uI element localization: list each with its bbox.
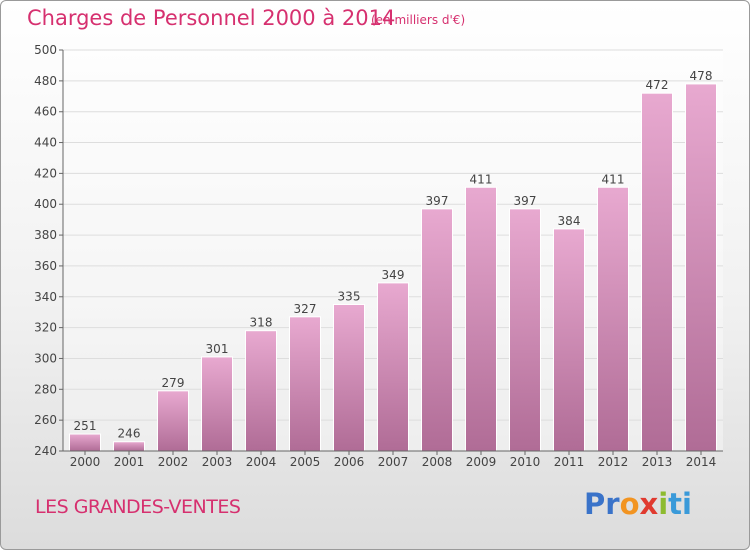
label-layer: 251 246 279 301 318 327 335 349 397 411 397 384 411 4…: [74, 69, 713, 441]
x-tick-label: 2014: [686, 455, 717, 469]
y-tick-label: 420: [34, 166, 57, 180]
x-tick-label: 2008: [422, 455, 453, 469]
logo-part: x: [639, 487, 659, 521]
logo-part: o: [619, 487, 640, 521]
y-tick-label: 300: [34, 351, 57, 365]
bar: [201, 356, 233, 452]
y-tick-label: 340: [34, 290, 57, 304]
bar: [333, 303, 365, 452]
bar-value-label: 335: [338, 289, 361, 303]
bar-value-label: 327: [294, 302, 317, 316]
bar: [641, 92, 673, 452]
x-tick-label: 2006: [334, 455, 365, 469]
logo-part: Pr: [584, 487, 620, 521]
y-tick-label: 260: [34, 413, 57, 427]
bar: [421, 208, 453, 452]
bar-value-label: 397: [514, 194, 537, 208]
x-tick-label: 2000: [70, 455, 101, 469]
bar-value-label: 411: [470, 172, 493, 186]
bar: [553, 228, 585, 452]
bar: [157, 390, 189, 452]
bar-value-label: 349: [382, 268, 405, 282]
x-tick-label: 2011: [554, 455, 585, 469]
y-tick-label: 400: [34, 197, 57, 211]
bar: [597, 186, 629, 452]
chart-title: Charges de Personnel 2000 à 2014: [27, 6, 396, 30]
axis-layer: 240 260 280 300 320 340 360 380 400 420 440 460 480 5…: [34, 43, 723, 469]
commune-name: LES GRANDES-VENTES: [35, 496, 241, 518]
bar: [509, 208, 541, 452]
x-tick-label: 2004: [246, 455, 277, 469]
bar-value-label: 384: [558, 214, 581, 228]
y-tick-label: 360: [34, 259, 57, 273]
proxiti-logo[interactable]: Proxiti: [584, 487, 692, 521]
bar-value-label: 318: [250, 316, 273, 330]
bar: [113, 441, 145, 452]
y-tick-label: 480: [34, 74, 57, 88]
y-tick-label: 460: [34, 105, 57, 119]
x-tick-label: 2009: [466, 455, 497, 469]
bar-value-label: 301: [206, 342, 229, 356]
logo-part: i: [658, 487, 669, 521]
x-tick-label: 2012: [598, 455, 629, 469]
bar-value-label: 397: [426, 194, 449, 208]
bar: [465, 186, 497, 452]
bar: [685, 83, 717, 452]
bar-value-label: 478: [690, 69, 713, 83]
bar-value-label: 411: [602, 172, 625, 186]
bar-value-label: 246: [118, 427, 141, 441]
y-tick-label: 240: [34, 444, 57, 458]
x-tick-label: 2007: [378, 455, 409, 469]
bar: [377, 282, 409, 452]
bar-value-label: 251: [74, 419, 97, 433]
x-tick-label: 2003: [202, 455, 233, 469]
bar: [69, 433, 101, 452]
y-tick-label: 380: [34, 228, 57, 242]
y-tick-label: 280: [34, 382, 57, 396]
bar-value-label: 279: [162, 376, 185, 390]
bar: [245, 330, 277, 452]
bar-layer: [69, 83, 717, 452]
bar-value-label: 472: [646, 78, 669, 92]
logo-part: ti: [668, 487, 692, 521]
bar: [289, 316, 321, 452]
x-tick-label: 2010: [510, 455, 541, 469]
chart-subtitle: (en milliers d'€): [371, 13, 466, 27]
y-tick-label: 440: [34, 136, 57, 150]
x-tick-label: 2002: [158, 455, 189, 469]
y-tick-label: 320: [34, 321, 57, 335]
x-tick-label: 2013: [642, 455, 673, 469]
x-tick-label: 2001: [114, 455, 145, 469]
x-tick-label: 2005: [290, 455, 321, 469]
y-tick-label: 500: [34, 43, 57, 57]
